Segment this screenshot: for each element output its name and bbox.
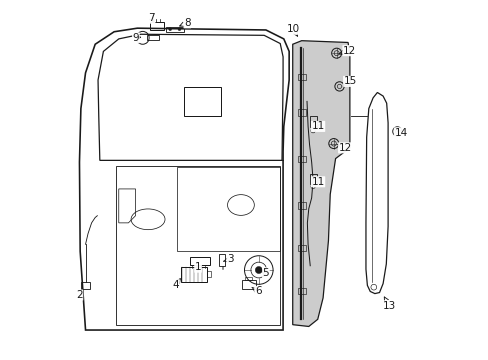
Circle shape <box>178 28 181 31</box>
Polygon shape <box>292 41 349 327</box>
Bar <box>298 109 305 116</box>
Bar <box>309 116 316 127</box>
Text: 5: 5 <box>261 268 269 278</box>
Text: 1: 1 <box>194 262 201 272</box>
Bar <box>181 267 206 282</box>
Bar <box>165 27 184 32</box>
Text: 12: 12 <box>338 46 355 56</box>
Bar <box>146 35 159 40</box>
Text: 12: 12 <box>337 143 351 153</box>
Text: 6: 6 <box>251 287 261 296</box>
Text: 14: 14 <box>393 128 407 138</box>
Bar <box>149 22 164 30</box>
Text: 7: 7 <box>148 13 155 23</box>
Bar <box>298 202 305 208</box>
Bar <box>244 277 252 280</box>
Text: 10: 10 <box>286 24 300 36</box>
Circle shape <box>168 28 171 31</box>
Text: 9: 9 <box>132 33 141 43</box>
Text: 13: 13 <box>382 297 395 311</box>
Bar <box>298 288 305 294</box>
Text: 3: 3 <box>223 254 233 264</box>
Bar <box>241 280 255 289</box>
Bar <box>81 282 90 289</box>
Bar <box>190 257 209 265</box>
Text: 11: 11 <box>311 177 324 187</box>
Bar <box>298 245 305 251</box>
Circle shape <box>255 266 262 274</box>
Text: 4: 4 <box>172 279 180 290</box>
Bar <box>298 73 305 80</box>
Bar <box>206 271 210 277</box>
Bar <box>309 174 316 184</box>
Text: 8: 8 <box>179 18 190 28</box>
Text: 15: 15 <box>343 76 356 86</box>
Bar <box>218 254 225 266</box>
Text: 11: 11 <box>311 121 324 131</box>
Bar <box>298 156 305 162</box>
Text: 2: 2 <box>76 289 83 300</box>
